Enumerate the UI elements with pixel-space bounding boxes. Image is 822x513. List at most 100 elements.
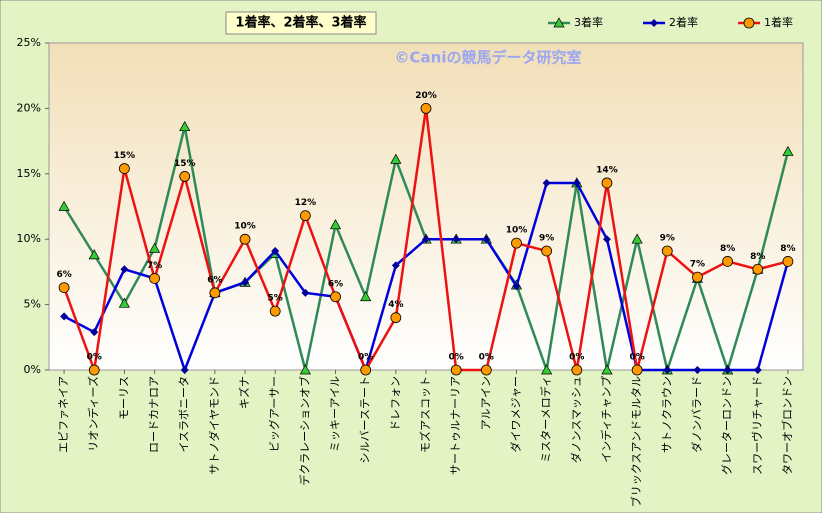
data-point <box>301 288 310 297</box>
data-label: 9% <box>660 233 675 243</box>
data-point <box>693 366 702 374</box>
x-tick-label: ミッキーアイル <box>329 376 342 452</box>
data-point <box>631 364 643 376</box>
x-tick-label: タワーオブロンドン <box>780 376 794 475</box>
data-point <box>58 200 70 211</box>
data-point <box>452 235 461 244</box>
data-point <box>209 287 221 299</box>
data-label: 10% <box>234 222 256 232</box>
data-point <box>118 297 130 308</box>
data-point <box>269 305 281 317</box>
x-tick-label: ドレフォン <box>389 376 402 431</box>
data-point <box>90 328 99 337</box>
data-point <box>119 163 130 174</box>
data-label: 0% <box>479 353 494 363</box>
y-tick-label: 25% <box>17 36 41 49</box>
data-label: 6% <box>328 279 343 289</box>
data-point <box>179 120 191 132</box>
data-point <box>692 271 703 283</box>
x-tick-label: ミスターメロディ <box>539 376 553 463</box>
data-point <box>782 256 794 267</box>
y-tick-label: 5% <box>24 298 41 311</box>
data-point <box>602 235 611 244</box>
data-label: 5% <box>268 294 283 304</box>
data-label: 10% <box>506 226 528 236</box>
x-tick-label: モズアスコット <box>418 376 432 453</box>
data-label: 12% <box>295 198 317 208</box>
watermark: ©Caniの競馬データ研究室 <box>395 49 582 67</box>
legend-label: 2着率 <box>669 15 698 29</box>
data-point <box>722 256 733 267</box>
legend-label: 3着率 <box>574 15 603 29</box>
y-tick-label: 15% <box>17 167 41 180</box>
data-point <box>571 364 583 376</box>
data-label: 20% <box>415 91 437 101</box>
x-tick-label: シルバーステート <box>359 376 372 463</box>
data-label: 0% <box>449 353 464 363</box>
data-label: 9% <box>539 233 554 243</box>
x-tick-label: サトノクラウン <box>660 376 673 453</box>
data-point <box>148 242 161 253</box>
data-point <box>661 245 673 257</box>
data-point <box>88 249 100 260</box>
data-label: 4% <box>388 300 403 310</box>
title-box <box>225 11 377 35</box>
data-point <box>782 145 794 156</box>
data-point <box>239 233 251 245</box>
x-tick-label: ダイワメジャー <box>508 376 522 452</box>
data-label: 15% <box>174 159 196 169</box>
x-tick-label: ブリックスアンドモルタル <box>629 376 643 507</box>
data-point <box>541 245 553 257</box>
data-label: 15% <box>114 151 136 161</box>
x-tick-label: ロードカナロア <box>148 376 161 453</box>
x-tick-label: ビッグアーサー <box>267 376 281 452</box>
x-tick-label: アルアイン <box>479 376 492 430</box>
data-point <box>631 233 643 244</box>
x-tick-label: グレーターロンドン <box>720 376 734 475</box>
data-label: 7% <box>147 261 162 271</box>
y-tick-label: 20% <box>17 101 41 114</box>
data-point <box>601 364 613 375</box>
data-point <box>390 312 402 324</box>
data-point <box>420 103 432 114</box>
data-label: 7% <box>690 260 705 270</box>
data-label: 8% <box>780 244 795 254</box>
x-tick-label: インディチャンプ <box>599 376 613 463</box>
data-label: 6% <box>207 275 222 285</box>
data-label: 0% <box>569 353 584 363</box>
data-point <box>450 364 462 376</box>
data-point <box>663 366 672 374</box>
data-point <box>752 263 764 275</box>
data-point <box>299 364 311 375</box>
x-tick-label: ダノンスマッシュ <box>569 376 583 463</box>
y-tick-label: 0% <box>24 363 41 376</box>
data-point <box>299 210 311 222</box>
data-point <box>58 282 70 293</box>
data-point <box>601 177 613 189</box>
data-point <box>482 235 491 244</box>
data-point <box>512 282 521 291</box>
data-point <box>390 153 402 164</box>
legend-marker <box>553 17 565 28</box>
x-tick-label: リオンディーズ <box>86 376 100 452</box>
x-tick-label: モーリス <box>117 376 130 420</box>
x-tick-label: スワーヴリチャード <box>750 376 764 475</box>
data-point <box>179 171 191 182</box>
data-point <box>120 265 129 274</box>
chart-title: 1着率、2着率、3着率 <box>235 15 366 31</box>
data-point <box>60 312 69 321</box>
data-point <box>330 291 341 303</box>
data-point <box>180 366 189 374</box>
legend-label: 1着率 <box>764 15 793 29</box>
data-label: 6% <box>56 270 71 280</box>
data-label: 0% <box>87 353 102 363</box>
data-label: 0% <box>358 353 373 363</box>
x-tick-label: ダノンバラード <box>689 376 703 453</box>
x-tick-label: デクラレーションオブ <box>297 376 311 486</box>
data-point <box>149 273 160 284</box>
data-point <box>480 364 492 376</box>
data-point <box>241 278 250 287</box>
data-point <box>360 291 372 302</box>
data-label: 14% <box>596 165 618 175</box>
